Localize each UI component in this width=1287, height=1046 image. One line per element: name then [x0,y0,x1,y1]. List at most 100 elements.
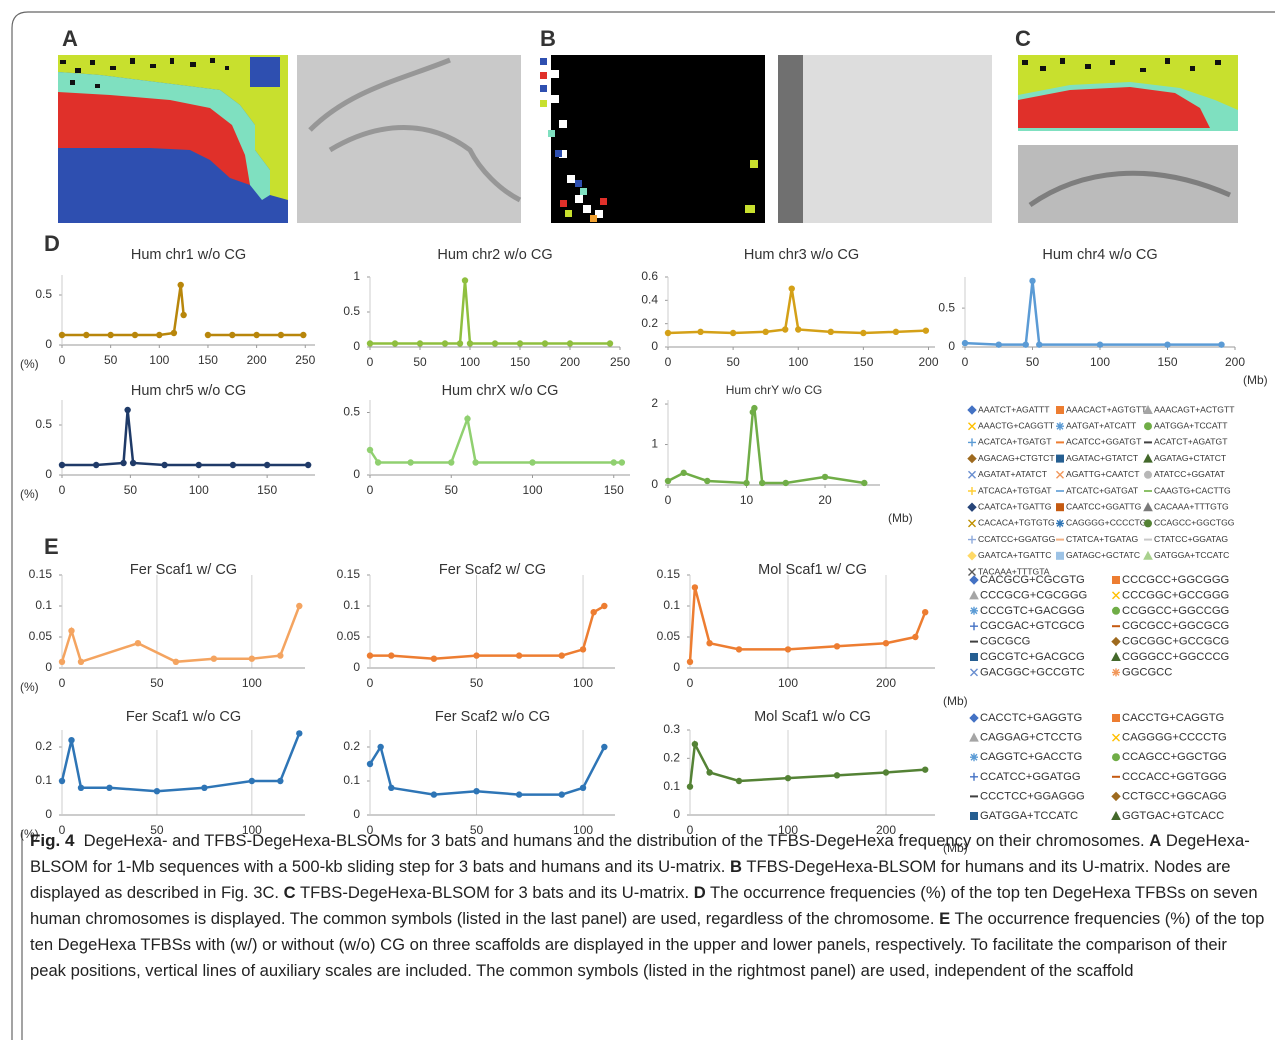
legend-label: CAGGTC+GACCTG [980,751,1082,763]
data-point [201,785,207,791]
data-point [417,340,423,346]
legend-symbol [1112,668,1120,676]
data-point [704,478,710,484]
chart-title: Hum chr1 w/o CG [131,247,246,263]
chart-title: Mol Scaf1 w/o CG [754,709,871,725]
y-tick-label: 0 [651,339,658,353]
data-point [173,659,179,665]
data-line [62,410,308,465]
legend-label: CCGGCC+GGCCGG [1122,605,1229,617]
data-point [785,775,791,781]
data-point [795,326,801,332]
data-point [1097,341,1103,347]
y-tick-label: 0.15 [29,567,53,581]
legend-label: ACATCA+TGATGT [978,437,1052,447]
legend-symbol [1113,715,1120,722]
y-tick-label: 0 [353,467,360,481]
x-tick-label: 250 [610,355,630,369]
data-point [785,646,791,652]
legend-label: CACAAA+TTTGTG [1154,501,1229,511]
y-tick-label: 0.2 [641,316,658,330]
x-tick-label: 0 [665,493,672,507]
y-tick-label: 0.5 [35,417,52,431]
legend-label: ACATCC+GGATGT [1066,437,1142,447]
y-tick-label: 0.3 [663,722,680,736]
legend-symbol [970,773,978,781]
data-point [300,332,306,338]
data-point [517,340,523,346]
data-point [392,340,398,346]
legend-label: CAGGAG+CTCCTG [980,732,1082,744]
legend-label: AATGAT+ATCATT [1066,420,1137,430]
x-tick-label: 50 [1026,355,1040,369]
data-point [296,603,302,609]
legend: CACCTC+GAGGTGCACCTG+CAGGTGCAGGAG+CTCCTGC… [970,712,1227,822]
legend-symbol [1113,592,1120,599]
legend-label: ATATCC+GGATAT [1154,469,1226,479]
legend-label: CCCGGC+GCCGGG [1122,589,1229,601]
legend-label: CCCTCC+GGAGGG [980,790,1085,802]
legend-symbol [1112,653,1120,661]
data-point [78,785,84,791]
legend-label: ATCACA+TGTGAT [978,485,1052,495]
x-tick-label: 200 [876,676,896,690]
data-point [601,603,607,609]
x-tick-label: 200 [247,353,267,367]
legend-label: AGATAT+ATATCT [978,469,1048,479]
data-point [1164,341,1170,347]
legend-label: CACACA+TGTGTG [978,518,1055,528]
y-unit: (%) [20,357,39,371]
legend-label: GGCGCC [1122,666,1172,678]
data-point [1023,341,1029,347]
legend-symbol [1145,520,1152,527]
data-point [782,326,788,332]
data-point [377,744,383,750]
caption-label: Fig. 4 [30,831,74,850]
legend-label: AAACTG+CAGGTT [978,420,1055,430]
data-point [697,329,703,335]
legend-label: AGATAG+CTATCT [1154,453,1227,463]
y-tick-label: 0 [948,339,955,353]
caption-label: D [694,883,706,902]
y-unit: (%) [20,680,39,694]
x-unit: (Mb) [1243,373,1268,387]
legend-label: CCATCC+GGATGG [978,534,1056,544]
data-line [370,747,604,795]
som-map-b [537,55,765,223]
y-tick-label: 0 [45,337,52,351]
data-point [996,341,1002,347]
legend-label: GGTGAC+GTCACC [1122,810,1224,822]
data-point [1218,341,1224,347]
legend-label: CTATCC+GGATAG [1154,534,1228,544]
data-point [388,652,394,658]
data-point [464,416,470,422]
legend-label: CCTGCC+GGCAGG [1122,790,1227,802]
x-tick-label: 10 [740,493,754,507]
data-point [789,285,795,291]
data-point [706,769,712,775]
data-point [154,788,160,794]
legend-symbol [971,813,978,820]
legend-label: AGATTG+CAATCT [1066,469,1140,479]
x-tick-label: 0 [367,483,374,497]
legend-symbol [1056,422,1064,430]
legend-label: CACCTC+GAGGTG [980,712,1082,724]
x-tick-label: 0 [665,355,672,369]
data-point [834,643,840,649]
data-point [277,778,283,784]
data-line [965,281,1222,345]
legend-label: CCCGTC+GACGGG [980,605,1085,617]
data-point [743,480,749,486]
x-tick-label: 100 [1090,355,1110,369]
legend-symbol [1057,504,1064,511]
x-tick-label: 50 [104,353,118,367]
x-tick-label: 150 [1157,355,1177,369]
data-point [135,640,141,646]
data-point [730,330,736,336]
x-tick-label: 150 [604,483,624,497]
y-tick-label: 1 [353,269,360,283]
chart-title: Mol Scaf1 w/ CG [758,562,867,578]
chart-title: Fer Scaf1 w/o CG [126,709,241,725]
y-tick-label: 0 [45,660,52,674]
som-map-a [58,55,288,223]
